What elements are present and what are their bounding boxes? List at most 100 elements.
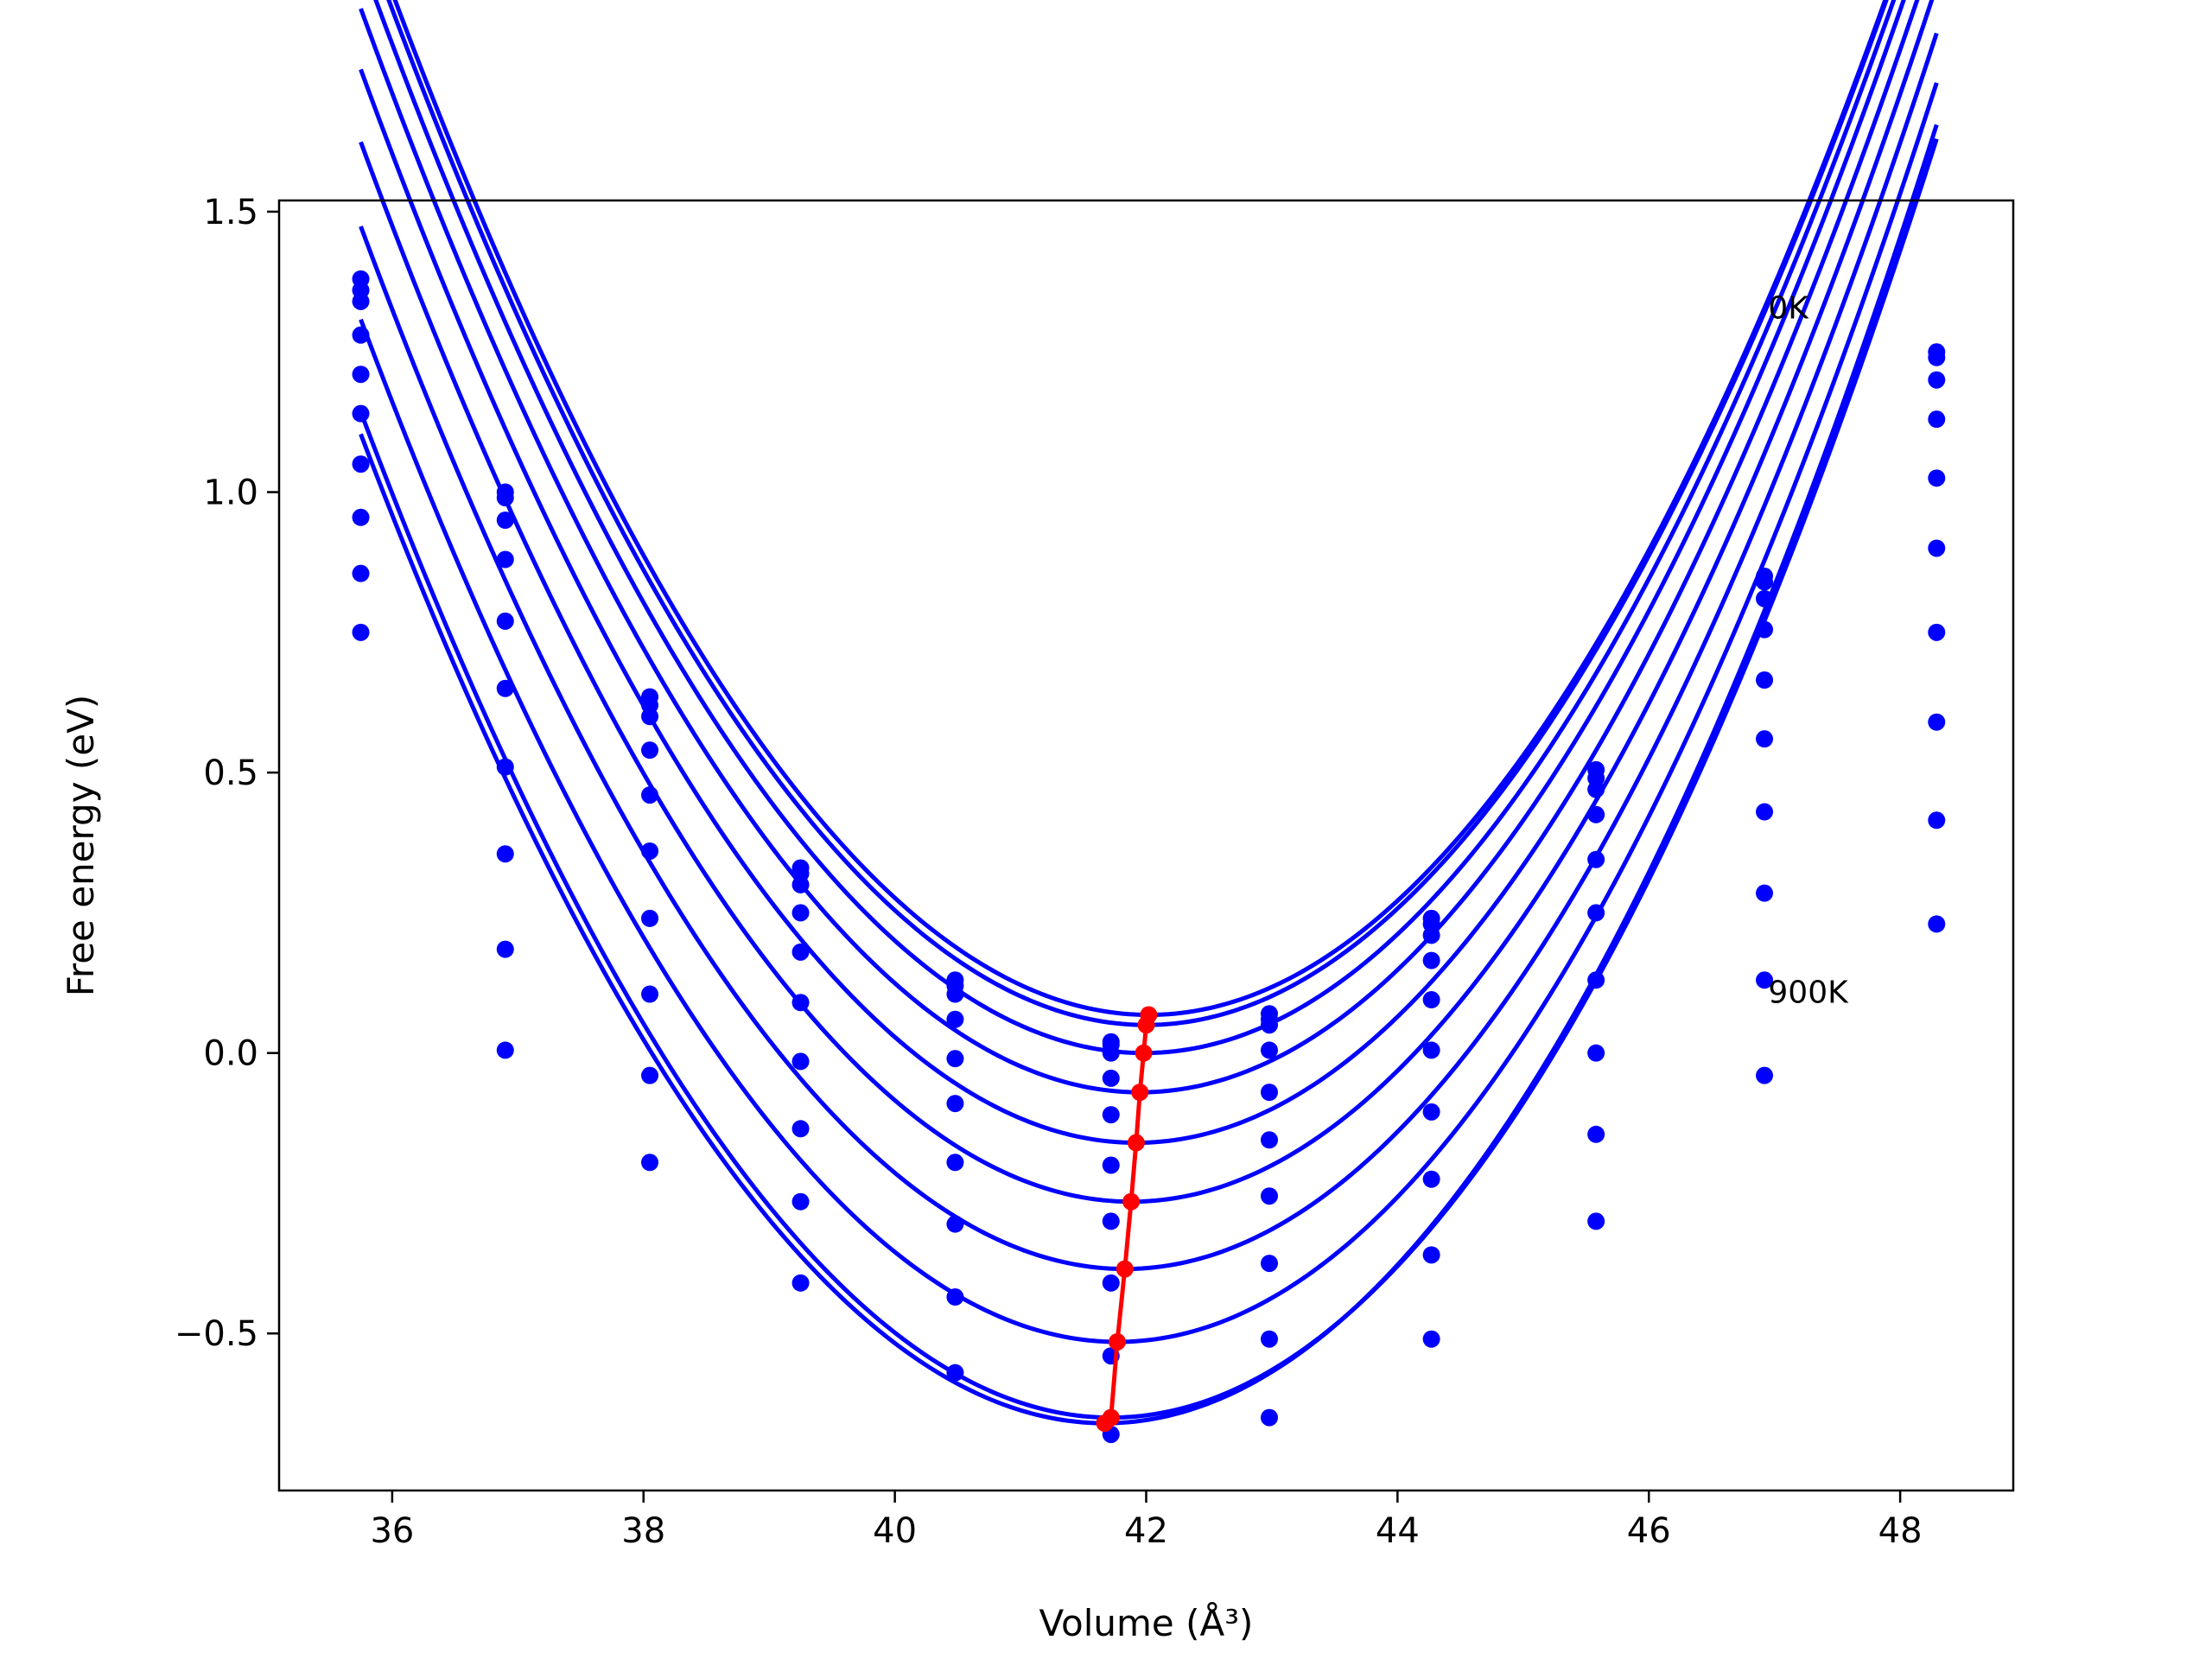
- data-point-s10-7: [1261, 1408, 1279, 1427]
- data-point-s6-8: [1422, 1041, 1440, 1059]
- data-point-s8-3: [641, 985, 659, 1003]
- fit-curves-layer: [359, 0, 1939, 1426]
- min-path-point-6: [1122, 1192, 1141, 1211]
- data-point-s10-8: [1422, 1330, 1440, 1348]
- data-point-s5-7: [1261, 1084, 1279, 1102]
- data-point-s4-7: [1261, 1041, 1279, 1059]
- y-axis-ticks: −0.5 0.0 0.5 1.0 1.5: [175, 193, 279, 1354]
- data-point-s3-7: [1261, 1016, 1279, 1034]
- data-point-s9-10: [1756, 971, 1774, 989]
- data-point-s7-3: [641, 909, 659, 927]
- data-point-s8-5: [946, 1215, 964, 1233]
- data-point-s4-6: [1102, 1069, 1120, 1087]
- data-point-s3-8: [1422, 926, 1440, 944]
- fit-curve-6: [359, 0, 1935, 1205]
- min-path-line: [1103, 1014, 1151, 1425]
- data-point-s6-3: [641, 842, 659, 860]
- data-point-s5-9: [1587, 850, 1605, 868]
- data-point-s3-1: [352, 292, 370, 310]
- data-point-s7-2: [496, 758, 514, 776]
- data-point-s6-9: [1587, 904, 1605, 922]
- data-point-s3-4: [791, 875, 810, 893]
- data-point-s6-1: [352, 404, 370, 423]
- min-path-point-7: [1116, 1260, 1134, 1278]
- x-tick-label: 44: [1376, 1511, 1420, 1551]
- data-point-s4-2: [496, 550, 514, 569]
- min-path-point-4: [1131, 1084, 1149, 1102]
- data-point-s8-7: [1261, 1255, 1279, 1273]
- data-point-s9-8: [1422, 1246, 1440, 1264]
- data-point-s5-1: [352, 365, 370, 384]
- y-tick-label: 0.5: [203, 753, 258, 793]
- data-point-s10-9: [1587, 1212, 1605, 1230]
- x-tick-label: 48: [1878, 1511, 1923, 1551]
- data-point-s4-3: [641, 741, 659, 760]
- data-point-s4-8: [1422, 951, 1440, 969]
- data-point-s4-4: [791, 904, 810, 922]
- data-point-s10-4: [791, 1274, 810, 1292]
- data-point-s7-9: [1587, 971, 1605, 989]
- min-path-point-5: [1127, 1134, 1145, 1152]
- data-point-s8-2: [496, 845, 514, 863]
- data-point-s8-9: [1587, 1044, 1605, 1062]
- data-point-s5-5: [946, 1050, 964, 1068]
- data-point-s8-6: [1102, 1274, 1120, 1292]
- fit-curve-5: [359, 0, 1920, 1146]
- data-point-s5-8: [1422, 991, 1440, 1009]
- data-point-s3-3: [641, 708, 659, 726]
- data-point-s6-7: [1261, 1131, 1279, 1149]
- data-point-s5-2: [496, 612, 514, 630]
- data-point-s3-10: [1756, 589, 1774, 607]
- data-point-s8-8: [1422, 1170, 1440, 1188]
- fit-curve-3: [373, 0, 1897, 1056]
- data-point-s7-7: [1261, 1187, 1279, 1205]
- y-tick-label: 1.5: [203, 193, 258, 232]
- data-point-s6-5: [946, 1095, 964, 1113]
- data-point-s8-4: [791, 1120, 810, 1138]
- data-point-s5-4: [791, 943, 810, 961]
- data-point-s4-10: [1756, 620, 1774, 639]
- data-point-s9-5: [946, 1288, 964, 1306]
- data-point-s3-6: [1102, 1044, 1120, 1062]
- curve-annotation: 900K: [1768, 975, 1849, 1010]
- min-path-point-2: [1137, 1016, 1155, 1034]
- data-point-s6-6: [1102, 1156, 1120, 1174]
- x-tick-label: 36: [370, 1511, 414, 1551]
- data-point-s4-11: [1928, 410, 1946, 429]
- y-tick-label: −0.5: [175, 1314, 258, 1354]
- x-tick-label: 42: [1124, 1511, 1168, 1551]
- x-axis-ticks: 36 38 40 42 44 46 48: [370, 1491, 1923, 1551]
- data-point-s9-4: [791, 1192, 810, 1211]
- data-point-s2-2: [496, 489, 514, 507]
- data-point-s6-2: [496, 679, 514, 697]
- min-path-point-10: [1096, 1414, 1114, 1433]
- data-point-s9-11: [1928, 811, 1946, 830]
- data-point-s9-9: [1587, 1125, 1605, 1143]
- fit-curve-8: [359, 82, 1939, 1344]
- y-tick-label: 1.0: [203, 474, 258, 513]
- data-point-s5-3: [641, 786, 659, 804]
- data-point-s5-11: [1928, 469, 1946, 487]
- curve-annotation: 0K: [1768, 290, 1809, 326]
- data-point-s6-4: [791, 994, 810, 1012]
- data-point-s6-11: [1928, 539, 1946, 557]
- data-point-s3-2: [496, 512, 514, 530]
- x-axis-label: Volume (Å³): [1039, 1601, 1254, 1644]
- data-point-s7-11: [1928, 623, 1946, 641]
- data-point-s7-1: [352, 455, 370, 474]
- data-points-layer: [352, 270, 1946, 1444]
- data-point-s3-9: [1587, 780, 1605, 798]
- data-point-s10-1: [352, 623, 370, 641]
- data-point-s8-1: [352, 508, 370, 526]
- data-point-s5-10: [1756, 671, 1774, 690]
- data-point-s10-2: [496, 1041, 514, 1059]
- fit-curve-9: [359, 138, 1939, 1421]
- y-tick-label: 0.0: [203, 1034, 258, 1074]
- min-path-layer: [1096, 1006, 1158, 1433]
- data-point-s7-10: [1756, 803, 1774, 821]
- data-point-s7-5: [946, 1154, 964, 1172]
- data-point-s10-11: [1928, 915, 1946, 933]
- fit-curve-7: [359, 32, 1939, 1272]
